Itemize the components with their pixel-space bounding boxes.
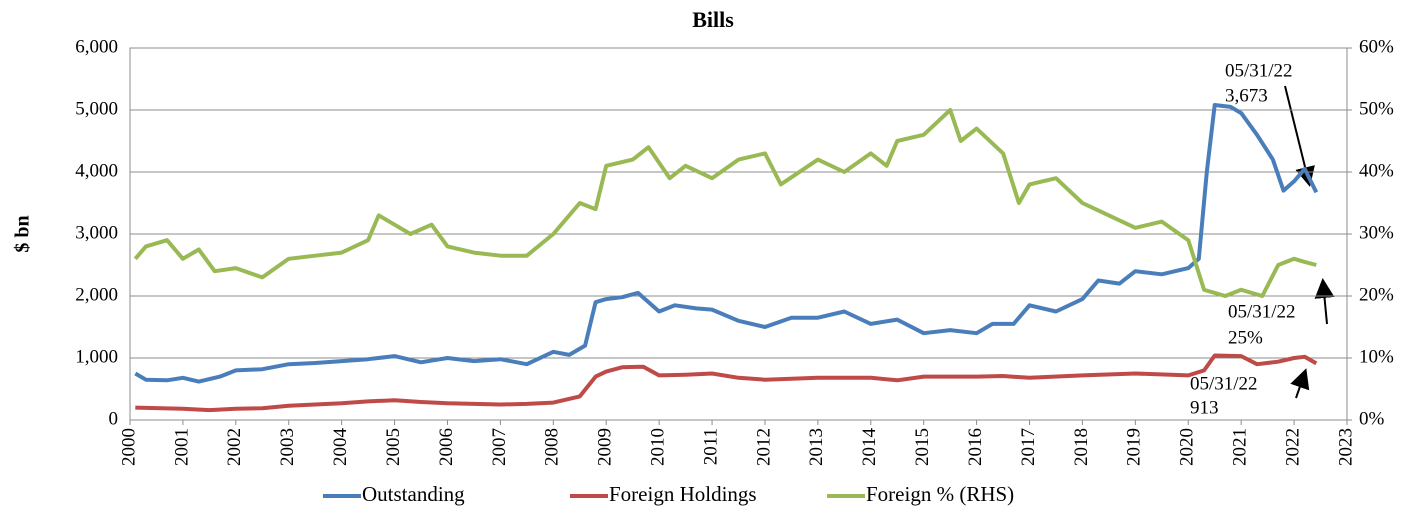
series-line <box>134 103 1319 384</box>
annotation: 3,673 <box>1225 85 1268 106</box>
y2-tick-label: 20% <box>1359 284 1394 305</box>
x-tick-label: 2020 <box>1177 428 1198 466</box>
x-tick-label: 2015 <box>912 428 933 466</box>
x-tick-label: 2021 <box>1230 428 1251 466</box>
x-tick-label: 2010 <box>647 428 668 466</box>
x-tick-label: 2013 <box>806 428 827 466</box>
legend-item: Foreign % (RHS) <box>827 482 1014 506</box>
chart-title: Bills <box>692 7 734 32</box>
y2-tick-label: 0% <box>1359 408 1385 429</box>
legend-label: Foreign % (RHS) <box>866 482 1014 506</box>
y2-tick-label: 10% <box>1359 346 1394 367</box>
legend-item: Foreign Holdings <box>570 482 757 506</box>
x-tick-label: 2003 <box>277 428 298 466</box>
legend-label: Foreign Holdings <box>609 482 757 506</box>
y-tick-label: 3,000 <box>75 222 118 243</box>
x-tick-label: 2004 <box>330 428 351 467</box>
y2-tick-label: 50% <box>1359 98 1394 119</box>
y2-tick-label: 60% <box>1359 36 1394 57</box>
x-tick-label: 2017 <box>1018 428 1039 466</box>
legend-label: Outstanding <box>362 482 465 506</box>
x-tick-label: 2005 <box>383 428 404 466</box>
arrow <box>1290 368 1310 399</box>
x-tick-label: 2016 <box>965 428 986 466</box>
x-tick-label: 2007 <box>489 428 510 466</box>
y2-tick-label: 30% <box>1359 222 1394 243</box>
x-tick-label: 2018 <box>1071 428 1092 466</box>
x-tick-label: 2000 <box>118 428 139 466</box>
x-tick-label: 2001 <box>171 428 192 466</box>
annotation: 05/31/22 <box>1228 301 1296 322</box>
x-tick-label: 2022 <box>1282 428 1303 466</box>
x-tick-label: 2019 <box>1124 428 1145 466</box>
x-tick-label: 2011 <box>700 428 721 465</box>
annotation: 05/31/22 <box>1190 373 1258 394</box>
x-tick-label: 2012 <box>753 428 774 466</box>
y2-tick-label: 40% <box>1359 160 1394 181</box>
annotation: 25% <box>1228 327 1263 348</box>
annotation: 05/31/22 <box>1225 60 1293 81</box>
x-tick-label: 2008 <box>542 428 563 466</box>
arrow <box>1284 85 1315 187</box>
x-tick-label: 2023 <box>1335 428 1356 466</box>
y-tick-label: 1,000 <box>75 346 118 367</box>
x-tick-label: 2002 <box>224 428 245 466</box>
y-tick-label: 6,000 <box>75 36 118 57</box>
x-tick-label: 2014 <box>859 428 880 467</box>
series-line <box>135 353 1318 413</box>
y-tick-label: 4,000 <box>75 160 118 181</box>
y-tick-label: 0 <box>109 408 119 429</box>
annotation: 913 <box>1190 397 1219 418</box>
y-tick-label: 2,000 <box>75 284 118 305</box>
y-axis-label: $ bn <box>12 215 34 252</box>
annotation-arrows <box>1284 85 1335 399</box>
x-tick-label: 2009 <box>595 428 616 466</box>
legend-item: Outstanding <box>323 482 465 506</box>
arrow <box>1314 278 1335 325</box>
x-tick-label: 2006 <box>436 428 457 466</box>
y-tick-label: 5,000 <box>75 98 118 119</box>
series-line <box>133 108 1317 298</box>
